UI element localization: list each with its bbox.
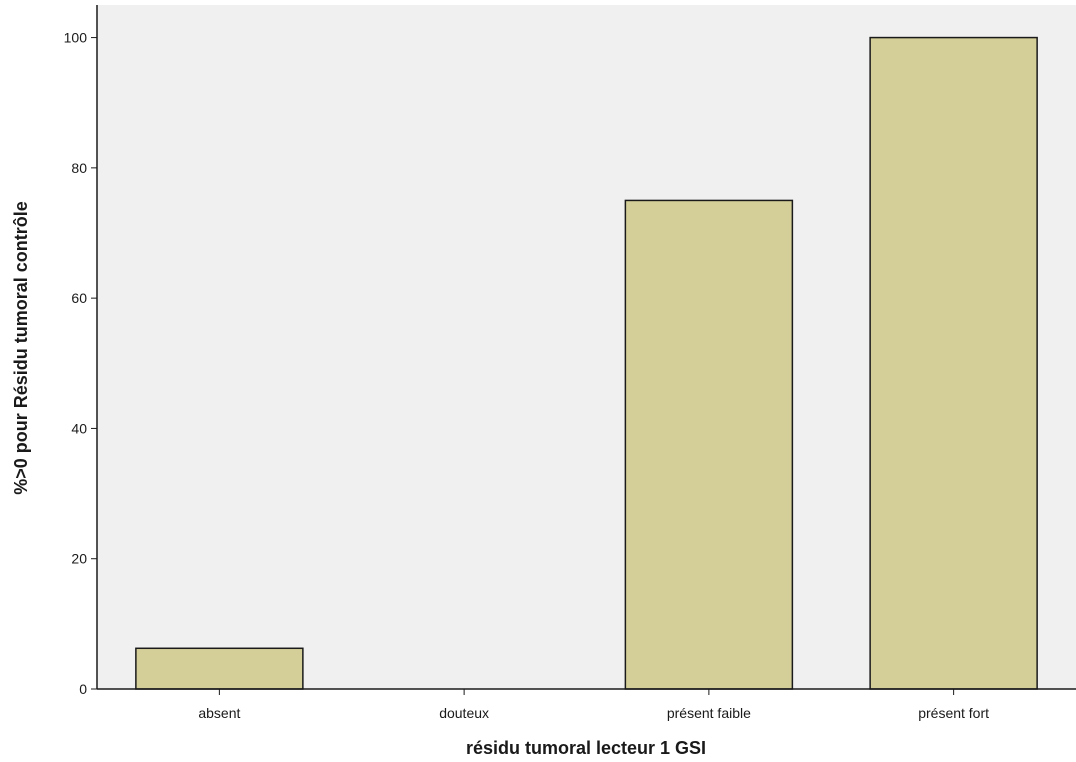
bar-présent-faible	[624, 199, 794, 690]
axes-group	[96, 5, 1076, 690]
y-tick-label: 100	[64, 30, 88, 46]
x-tick-label: présent fort	[918, 705, 989, 721]
x-tick-label: présent faible	[667, 705, 751, 721]
y-tick-label: 80	[71, 160, 87, 176]
bars-group	[135, 36, 1038, 690]
y-ticks-group: 0 20 40 60 80 100	[64, 30, 97, 697]
bar-absent	[135, 647, 304, 690]
x-tick-label: absent	[198, 705, 240, 721]
bar-présent-fort	[869, 36, 1038, 690]
y-axis-title: %>0 pour Résidu tumoral contrôle	[11, 201, 31, 495]
y-tick-label: 40	[71, 420, 87, 436]
y-tick-label: 60	[71, 290, 87, 306]
x-tick-label: douteux	[439, 705, 489, 721]
x-ticks-group: absent douteux présent faible présent fort	[198, 689, 989, 721]
x-axis-title: résidu tumoral lecteur 1 GSI	[466, 738, 706, 758]
y-tick-label: 0	[79, 681, 87, 697]
y-tick-label: 20	[71, 551, 87, 567]
